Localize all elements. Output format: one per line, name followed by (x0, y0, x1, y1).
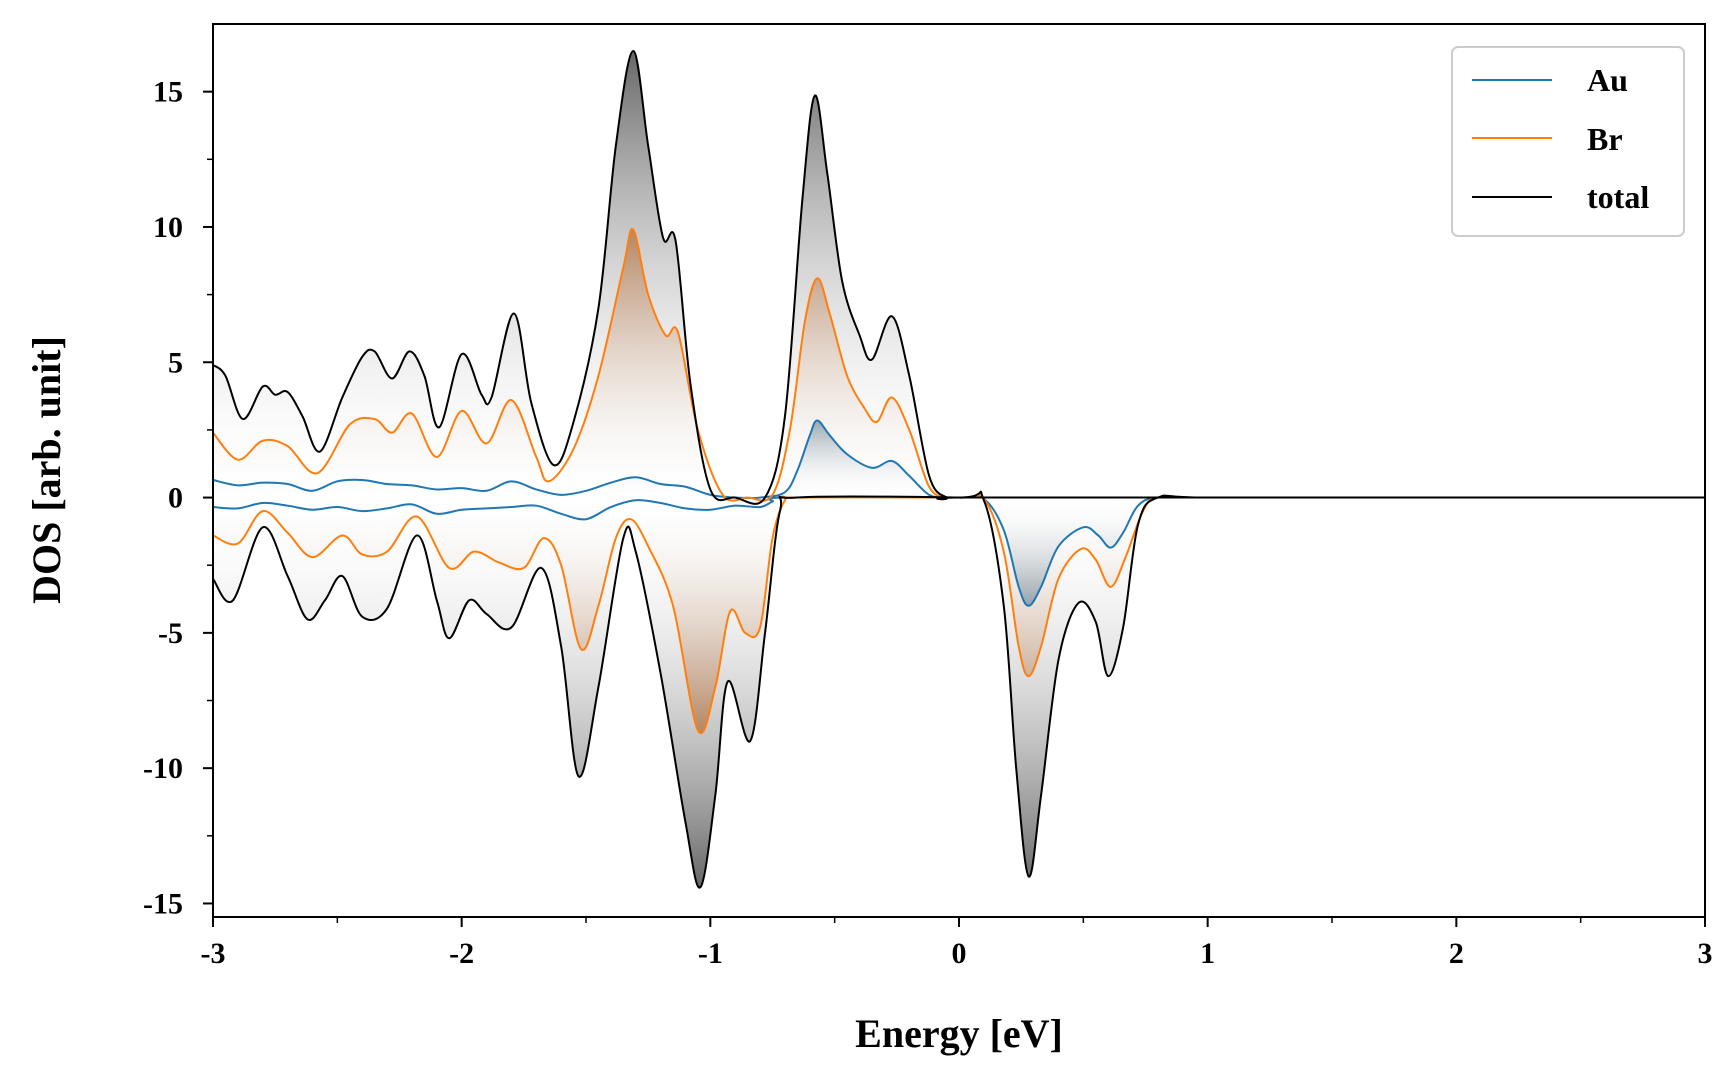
legend-label-au: Au (1587, 62, 1628, 98)
legend-box (1451, 46, 1685, 237)
total-down-line (213, 490, 1705, 889)
y-tick-label: 0 (168, 482, 183, 515)
x-tick-label: -2 (449, 937, 474, 970)
br-up-fill (213, 228, 1705, 501)
total-down-fill (213, 491, 1705, 888)
br-up-line (213, 227, 1705, 502)
legend-label-total: total (1587, 179, 1649, 215)
y-tick-label: 5 (168, 346, 183, 379)
au-up-fill (213, 420, 1705, 499)
au-down-line (213, 495, 1705, 607)
y-tick-label: -10 (143, 752, 183, 785)
y-axis-label: DOS [arb. unit] (24, 336, 69, 604)
y-tick-label: 10 (153, 211, 183, 244)
x-tick-label: 0 (952, 937, 967, 970)
br-down-fill (213, 494, 1705, 734)
fill-layer (213, 51, 1705, 888)
y-ticks: -15 -10 -5 0 5 10 15 (143, 76, 213, 920)
legend: Au Br total (1451, 46, 1685, 237)
total-up-fill (213, 51, 1705, 504)
x-tick-label: 2 (1449, 937, 1464, 970)
au-down-fill (213, 496, 1705, 606)
line-layer (213, 50, 1705, 889)
legend-label-br: Br (1587, 121, 1623, 157)
y-tick-label: -5 (158, 617, 183, 650)
br-down-line (213, 493, 1705, 735)
x-tick-label: -3 (201, 937, 226, 970)
x-tick-label: 1 (1200, 937, 1215, 970)
y-tick-label: -15 (143, 887, 183, 920)
y-tick-label: 15 (153, 76, 183, 109)
x-ticks: -3 -2 -1 0 1 2 3 (201, 917, 1713, 970)
x-axis-label: Energy [eV] (855, 1011, 1063, 1056)
total-up-line (213, 50, 1705, 505)
x-tick-label: -1 (698, 937, 723, 970)
x-tick-label: 3 (1698, 937, 1713, 970)
